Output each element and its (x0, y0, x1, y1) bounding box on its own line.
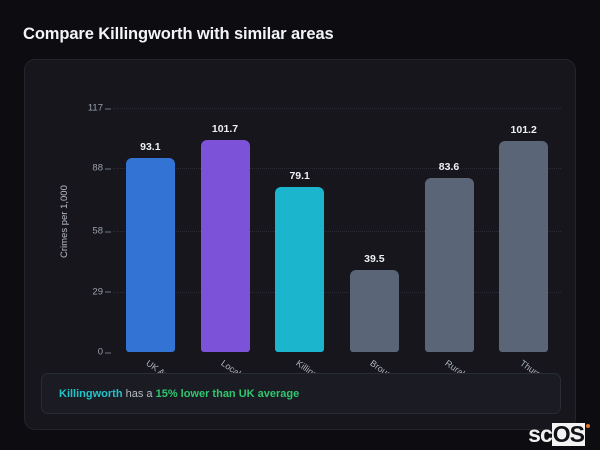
bar[interactable] (499, 140, 549, 352)
insight-connector: has a (122, 387, 156, 400)
bar-group[interactable]: 93.1UK Average (125, 108, 190, 394)
y-tick-0: 0 (97, 346, 112, 358)
bar[interactable] (424, 177, 474, 352)
insight-metric: 15% lower than UK average (155, 387, 300, 400)
watermark-dot-icon (586, 424, 590, 428)
bar-group[interactable]: 79.1Killingworth (275, 108, 337, 393)
bar-value-label: 101.7 (211, 122, 239, 135)
gridline-117 (113, 108, 561, 109)
bar[interactable] (275, 187, 325, 352)
gridline-58 (113, 231, 561, 233)
insight-area-name: Killingworth (59, 387, 123, 400)
y-tick-88: 88 (92, 162, 111, 174)
bar-group[interactable]: 83.6Rural Gate... (424, 108, 491, 395)
gridline-29 (113, 291, 561, 293)
y-tick-29: 29 (92, 286, 111, 298)
gridline-88 (113, 168, 561, 170)
insight-text: Killingworth has a 15% lower than UK ave… (59, 388, 299, 400)
bar-value-label: 83.6 (438, 160, 460, 173)
bar-group[interactable]: 101.7Local Area (200, 108, 260, 391)
watermark-suffix: OS (551, 421, 585, 447)
plot-area: 93.1UK Average101.7Local Area79.1Killing… (113, 108, 563, 396)
bar[interactable] (200, 139, 250, 352)
y-tick-117: 117 (87, 102, 112, 114)
bar-group[interactable]: 101.2Thurmaston (499, 108, 563, 394)
page-title: Compare Killingworth with similar areas (23, 25, 334, 43)
bar-value-label: 79.1 (289, 170, 310, 183)
bar-value-label: 39.5 (364, 252, 385, 265)
chart-card: Crimes per 1,000 0 29 58 88 117 93.1UK Avera… (24, 59, 576, 430)
bar-value-label: 93.1 (140, 140, 161, 153)
bar-value-label: 101.2 (510, 123, 537, 136)
y-axis-label: Crimes per 1,000 (59, 185, 70, 258)
scos-watermark-logo: sc OS (528, 423, 590, 446)
bar[interactable] (125, 157, 175, 352)
bar[interactable] (349, 269, 399, 352)
y-axis: Crimes per 1,000 0 29 58 88 117 (25, 103, 113, 358)
y-tick-58: 58 (92, 225, 111, 237)
insight-banner: Killingworth has a 15% lower than UK ave… (41, 373, 561, 414)
watermark-prefix: sc (528, 421, 553, 447)
bar-group[interactable]: 39.5Broughton ... (349, 108, 417, 396)
